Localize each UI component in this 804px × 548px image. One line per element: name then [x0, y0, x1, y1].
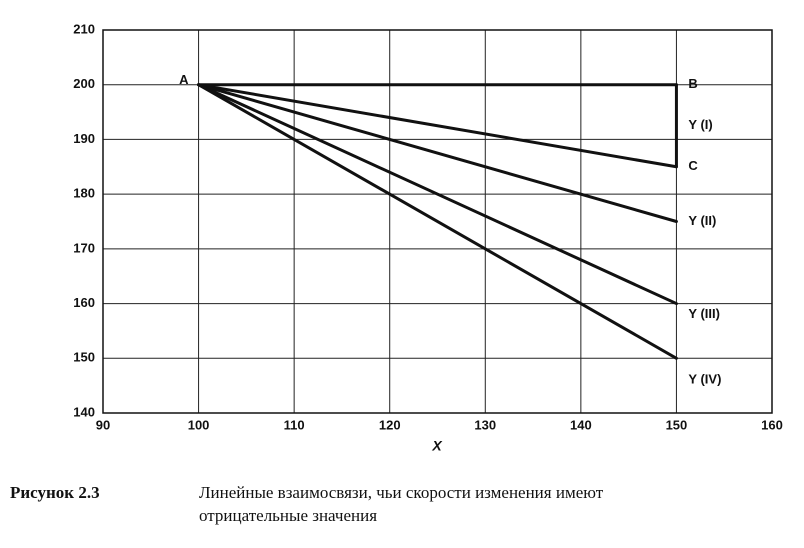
y-tick-label: 140	[73, 404, 95, 419]
y-tick-label: 190	[73, 131, 95, 146]
x-axis-label: X	[431, 438, 443, 454]
y-tick-label: 210	[73, 21, 95, 36]
x-tick-label: 90	[96, 417, 110, 432]
x-tick-label: 100	[188, 417, 210, 432]
annotation: C	[688, 158, 698, 173]
annotation: Y (IV)	[688, 372, 721, 387]
caption-line: Линейные взаимосвязи, чьи скорости измен…	[199, 483, 604, 502]
annotation: Y (II)	[688, 213, 716, 228]
x-tick-label: 120	[379, 417, 401, 432]
line	[197, 83, 678, 360]
y-tick-label: 170	[73, 240, 95, 255]
y-tick-label: 150	[73, 350, 95, 365]
annotation: A	[179, 72, 189, 87]
line	[197, 83, 678, 169]
x-tick-label: 150	[666, 417, 688, 432]
caption-label: Рисунок 2.3	[10, 483, 100, 502]
plot-border	[102, 29, 773, 414]
annotation: Y (III)	[688, 306, 720, 321]
line	[197, 83, 678, 223]
line	[197, 83, 678, 306]
y-tick-label: 180	[73, 186, 95, 201]
y-tick-label: 160	[73, 295, 95, 310]
caption-line: отрицательные значения	[199, 506, 377, 525]
x-tick-label: 140	[570, 417, 592, 432]
y-tick-label: 200	[73, 76, 95, 91]
x-tick-label: 130	[474, 417, 496, 432]
annotation: Y (I)	[688, 117, 712, 132]
x-tick-label: 160	[761, 417, 783, 432]
x-tick-label: 110	[284, 417, 305, 432]
annotation: B	[688, 76, 697, 91]
